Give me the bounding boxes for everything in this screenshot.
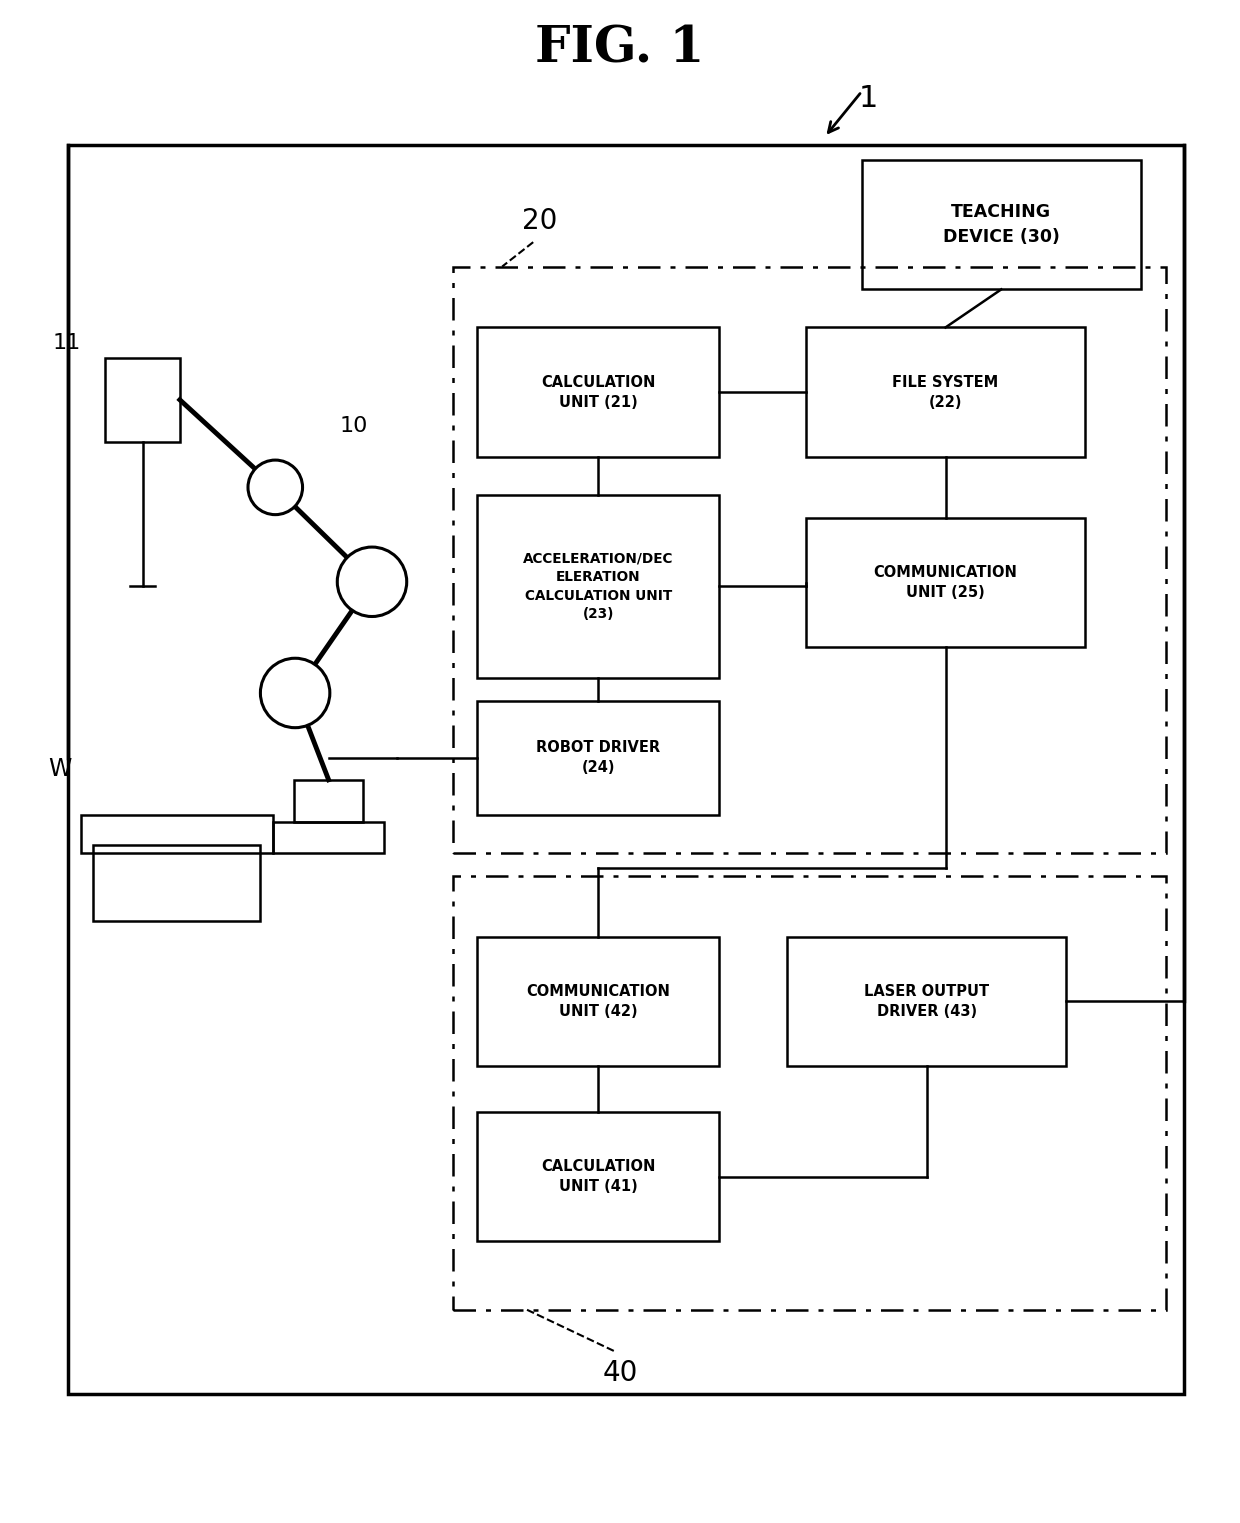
Text: W: W: [48, 757, 71, 781]
Bar: [477, 937, 719, 1066]
Bar: [93, 845, 260, 921]
Text: ACCELERATION/DEC
ELERATION
CALCULATION UNIT
(23): ACCELERATION/DEC ELERATION CALCULATION U…: [523, 551, 673, 621]
Text: COMMUNICATION
UNIT (25): COMMUNICATION UNIT (25): [873, 565, 1018, 600]
Text: FIG. 1: FIG. 1: [536, 24, 704, 73]
Bar: [477, 701, 719, 815]
Bar: [294, 780, 363, 822]
Bar: [787, 937, 1066, 1066]
Text: 10: 10: [340, 416, 367, 437]
Text: 20: 20: [522, 207, 557, 235]
Text: FILE SYSTEM
(22): FILE SYSTEM (22): [893, 375, 998, 410]
Bar: [68, 145, 1184, 1394]
Text: TEACHING
DEVICE (30): TEACHING DEVICE (30): [942, 203, 1060, 247]
Bar: [477, 495, 719, 678]
Bar: [862, 160, 1141, 289]
Text: 40: 40: [603, 1359, 637, 1386]
Text: CALCULATION
UNIT (21): CALCULATION UNIT (21): [541, 375, 656, 410]
Bar: [477, 1112, 719, 1241]
Text: COMMUNICATION
UNIT (42): COMMUNICATION UNIT (42): [526, 984, 671, 1019]
Bar: [453, 267, 1166, 853]
Text: 1: 1: [858, 84, 878, 114]
Bar: [477, 327, 719, 457]
Ellipse shape: [248, 460, 303, 515]
Ellipse shape: [337, 547, 407, 617]
Ellipse shape: [260, 658, 330, 728]
Text: 11: 11: [52, 332, 81, 353]
Bar: [806, 327, 1085, 457]
Bar: [806, 518, 1085, 647]
Text: LASER OUTPUT
DRIVER (43): LASER OUTPUT DRIVER (43): [864, 984, 990, 1019]
Text: CALCULATION
UNIT (41): CALCULATION UNIT (41): [541, 1159, 656, 1194]
Bar: [453, 876, 1166, 1310]
Bar: [105, 358, 180, 442]
Bar: [273, 822, 384, 853]
Text: ROBOT DRIVER
(24): ROBOT DRIVER (24): [536, 740, 661, 775]
Bar: [81, 815, 273, 853]
